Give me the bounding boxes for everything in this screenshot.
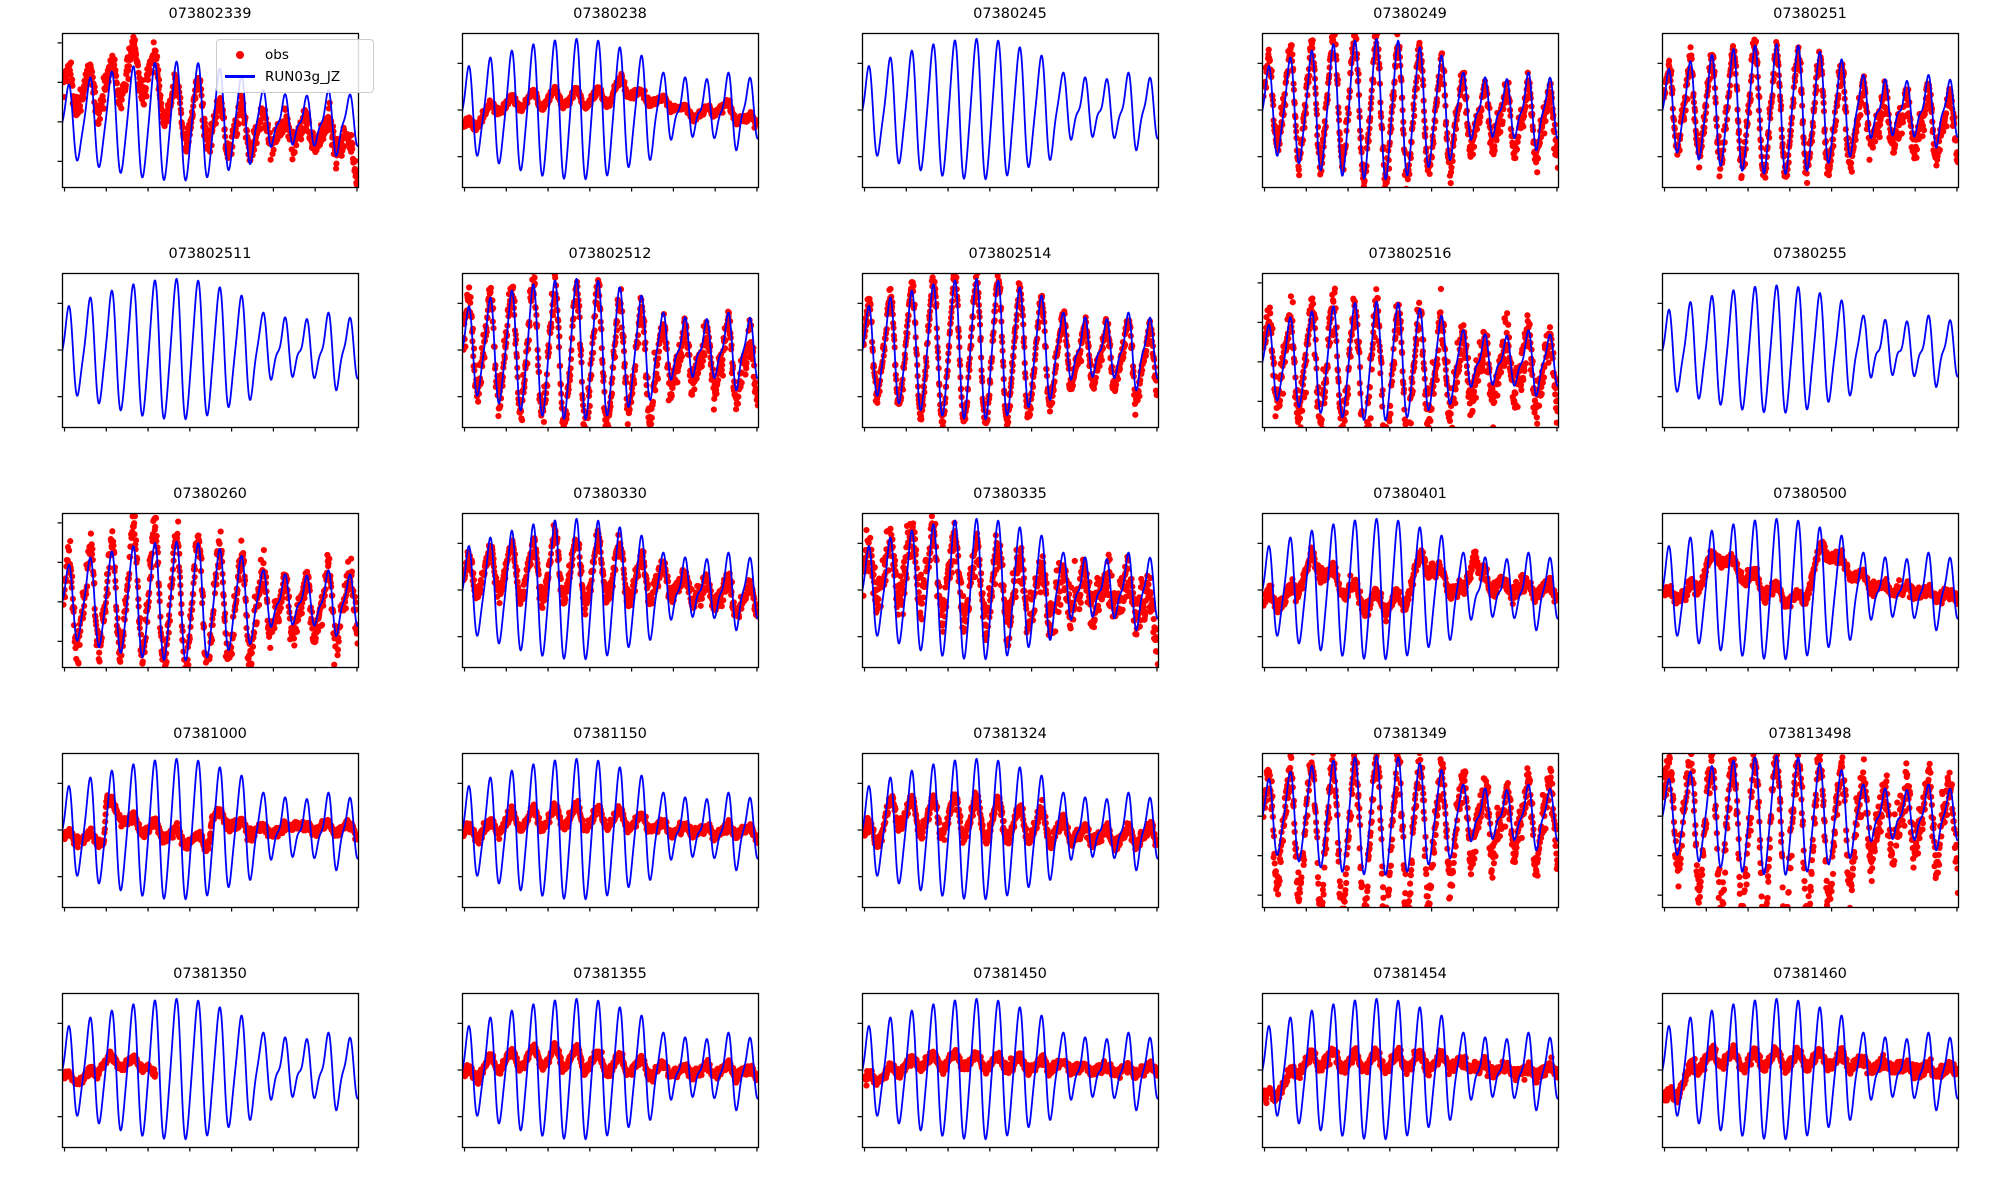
panel-canvas xyxy=(0,480,400,720)
subplot-07380401: 07380401 xyxy=(1200,480,1600,720)
subplot-073802339: 073802339 xyxy=(0,0,400,240)
panel-canvas xyxy=(800,0,1200,240)
obs-dot-marker-icon xyxy=(225,50,255,59)
legend-label-model: RUN03g_JZ xyxy=(265,68,341,85)
subplot-07380255: 07380255 xyxy=(1600,240,2000,480)
subplot-07381454: 07381454 xyxy=(1200,960,1600,1200)
panel-canvas xyxy=(1200,0,1600,240)
subplot-07381000: 07381000 xyxy=(0,720,400,960)
legend-label-obs: obs xyxy=(265,46,289,63)
subplot-073802511: 073802511 xyxy=(0,240,400,480)
legend: obs RUN03g_JZ xyxy=(216,39,374,93)
model-line-marker-icon xyxy=(225,75,255,78)
panel-canvas xyxy=(400,0,800,240)
subplot-07380238: 07380238 xyxy=(400,0,800,240)
panel-canvas xyxy=(0,720,400,960)
subplot-07381350: 07381350 xyxy=(0,960,400,1200)
panel-canvas xyxy=(1600,720,2000,960)
panel-canvas xyxy=(1200,720,1600,960)
panel-canvas xyxy=(400,720,800,960)
panel-canvas xyxy=(800,960,1200,1200)
subplot-07381349: 07381349 xyxy=(1200,720,1600,960)
panel-canvas xyxy=(800,480,1200,720)
panel-canvas xyxy=(1600,0,2000,240)
panel-canvas xyxy=(800,720,1200,960)
subplot-073802514: 073802514 xyxy=(800,240,1200,480)
subplot-07380249: 07380249 xyxy=(1200,0,1600,240)
panel-canvas xyxy=(1600,480,2000,720)
subplot-073813498: 073813498 xyxy=(1600,720,2000,960)
panel-canvas xyxy=(1600,240,2000,480)
panel-canvas xyxy=(0,0,400,240)
panel-canvas xyxy=(800,240,1200,480)
panel-canvas xyxy=(400,240,800,480)
subplot-07380260: 07380260 xyxy=(0,480,400,720)
subplot-07381450: 07381450 xyxy=(800,960,1200,1200)
panel-canvas xyxy=(400,480,800,720)
subplot-07381150: 07381150 xyxy=(400,720,800,960)
subplot-07380500: 07380500 xyxy=(1600,480,2000,720)
subplot-07380245: 07380245 xyxy=(800,0,1200,240)
panel-canvas xyxy=(0,960,400,1200)
legend-item-model: RUN03g_JZ xyxy=(225,67,363,86)
legend-item-obs: obs xyxy=(225,45,363,64)
subplot-073802512: 073802512 xyxy=(400,240,800,480)
panel-canvas xyxy=(1600,960,2000,1200)
subplot-07381460: 07381460 xyxy=(1600,960,2000,1200)
subplot-07380251: 07380251 xyxy=(1600,0,2000,240)
panel-canvas xyxy=(1200,480,1600,720)
subplot-07381355: 07381355 xyxy=(400,960,800,1200)
subplot-07380330: 07380330 xyxy=(400,480,800,720)
subplot-073802516: 073802516 xyxy=(1200,240,1600,480)
subplot-07380335: 07380335 xyxy=(800,480,1200,720)
panel-canvas xyxy=(1200,960,1600,1200)
subplot-07381324: 07381324 xyxy=(800,720,1200,960)
panel-canvas xyxy=(400,960,800,1200)
panel-canvas xyxy=(1200,240,1600,480)
panel-canvas xyxy=(0,240,400,480)
